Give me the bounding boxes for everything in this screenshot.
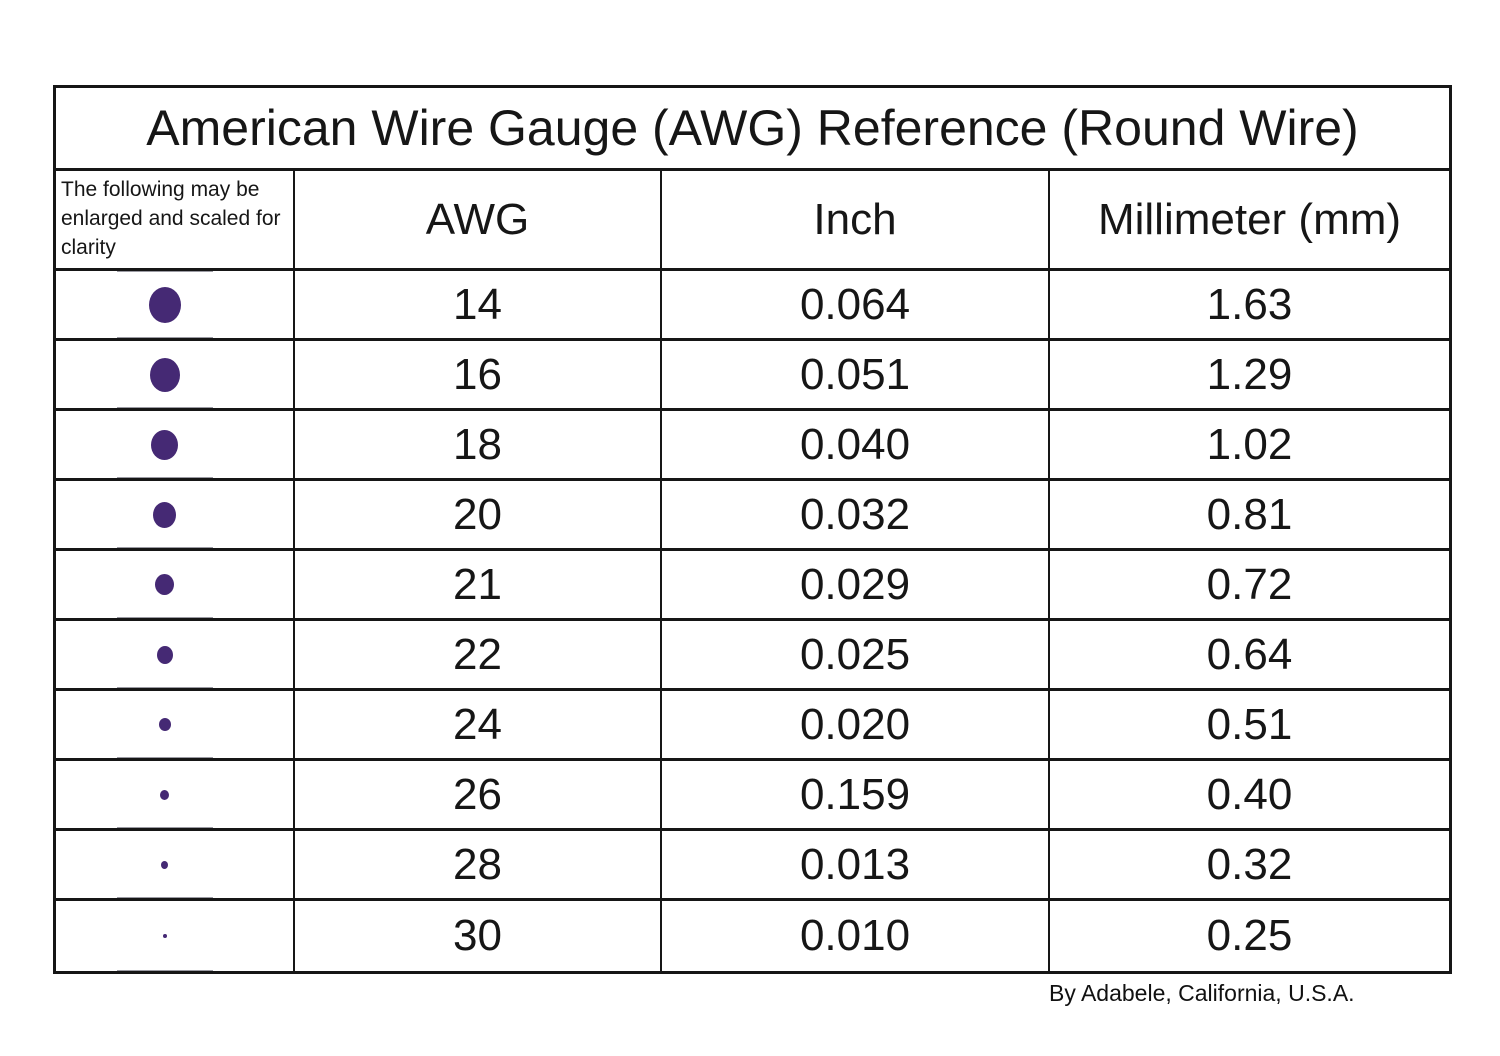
table-row: 22 0.025 0.64 — [56, 621, 1449, 691]
table-row: 16 0.051 1.29 — [56, 341, 1449, 411]
awg-value: 24 — [295, 691, 662, 758]
inch-value: 0.020 — [662, 691, 1050, 758]
column-header-awg: AWG — [295, 171, 662, 268]
header-row: The following may be enlarged and scaled… — [56, 171, 1449, 271]
awg-value: 26 — [295, 761, 662, 828]
mm-value: 0.72 — [1206, 559, 1293, 609]
wire-dot — [148, 286, 181, 323]
mm-value: 0.40 — [1206, 769, 1293, 819]
divider-segment — [116, 970, 213, 971]
awg-value: 30 — [295, 901, 662, 971]
inch-value: 0.051 — [662, 341, 1050, 408]
awg-value: 14 — [295, 271, 662, 338]
wire-dot — [162, 934, 167, 938]
divider-segment — [116, 271, 213, 272]
awg-value: 18 — [295, 411, 662, 478]
awg-value: 21 — [295, 551, 662, 618]
mm-value: 0.64 — [1206, 629, 1293, 679]
inch-value: 0.032 — [662, 481, 1050, 548]
table-row: 14 0.064 1.63 — [56, 271, 1449, 341]
divider-segment — [116, 547, 213, 548]
inch-value: 0.029 — [662, 551, 1050, 618]
mm-value: 0.81 — [1206, 489, 1293, 539]
mm-value: 0.25 — [1206, 911, 1293, 960]
wire-size-cell — [56, 551, 295, 618]
inch-value: 0.025 — [662, 621, 1050, 688]
wire-dot — [149, 357, 180, 392]
mm-value: 1.02 — [1206, 419, 1293, 469]
mm-value: 1.63 — [1206, 279, 1293, 329]
table-row: 20 0.032 0.81 — [56, 481, 1449, 551]
table-row: 30 0.010 0.25 — [56, 901, 1449, 971]
divider-segment — [116, 407, 213, 408]
wire-size-cell — [56, 271, 295, 338]
wire-size-cell — [56, 691, 295, 758]
inch-value: 0.040 — [662, 411, 1050, 478]
scale-note: The following may be enlarged and scaled… — [56, 171, 295, 268]
divider-segment — [116, 337, 213, 338]
wire-dot — [158, 718, 171, 731]
wire-dot — [161, 860, 168, 869]
table-row: 21 0.029 0.72 — [56, 551, 1449, 621]
divider-segment — [116, 687, 213, 688]
awg-value: 16 — [295, 341, 662, 408]
divider-segment — [116, 757, 213, 758]
wire-size-cell — [56, 341, 295, 408]
inch-value: 0.010 — [662, 901, 1050, 971]
wire-size-cell — [56, 481, 295, 548]
table-row: 28 0.013 0.32 — [56, 831, 1449, 901]
wire-size-cell — [56, 411, 295, 478]
wire-dot — [156, 645, 173, 664]
column-header-inch: Inch — [662, 171, 1050, 268]
mm-value: 0.32 — [1206, 839, 1293, 889]
awg-value: 28 — [295, 831, 662, 898]
wire-size-cell — [56, 621, 295, 688]
table-row: 26 0.159 0.40 — [56, 761, 1449, 831]
divider-segment — [116, 897, 213, 898]
inch-value: 0.159 — [662, 761, 1050, 828]
mm-value: 1.29 — [1206, 349, 1293, 399]
wire-dot — [160, 789, 169, 800]
awg-value: 22 — [295, 621, 662, 688]
column-header-mm: Millimeter (mm) — [1097, 194, 1402, 244]
wire-size-cell — [56, 901, 295, 971]
table-row: 24 0.020 0.51 — [56, 691, 1449, 761]
divider-segment — [116, 617, 213, 618]
wire-dot — [153, 501, 176, 528]
inch-value: 0.013 — [662, 831, 1050, 898]
wire-size-cell — [56, 831, 295, 898]
credit-text: By Adabele, California, U.S.A. — [1049, 980, 1355, 1006]
wire-size-cell — [56, 761, 295, 828]
mm-value: 0.51 — [1206, 699, 1293, 749]
table-row: 18 0.040 1.02 — [56, 411, 1449, 481]
wire-dot — [155, 574, 174, 595]
awg-reference-table: American Wire Gauge (AWG) Reference (Rou… — [53, 85, 1452, 974]
awg-value: 20 — [295, 481, 662, 548]
inch-value: 0.064 — [662, 271, 1050, 338]
table-title: American Wire Gauge (AWG) Reference (Rou… — [56, 88, 1449, 171]
wire-dot — [151, 429, 178, 460]
divider-segment — [116, 827, 213, 828]
divider-segment — [116, 477, 213, 478]
